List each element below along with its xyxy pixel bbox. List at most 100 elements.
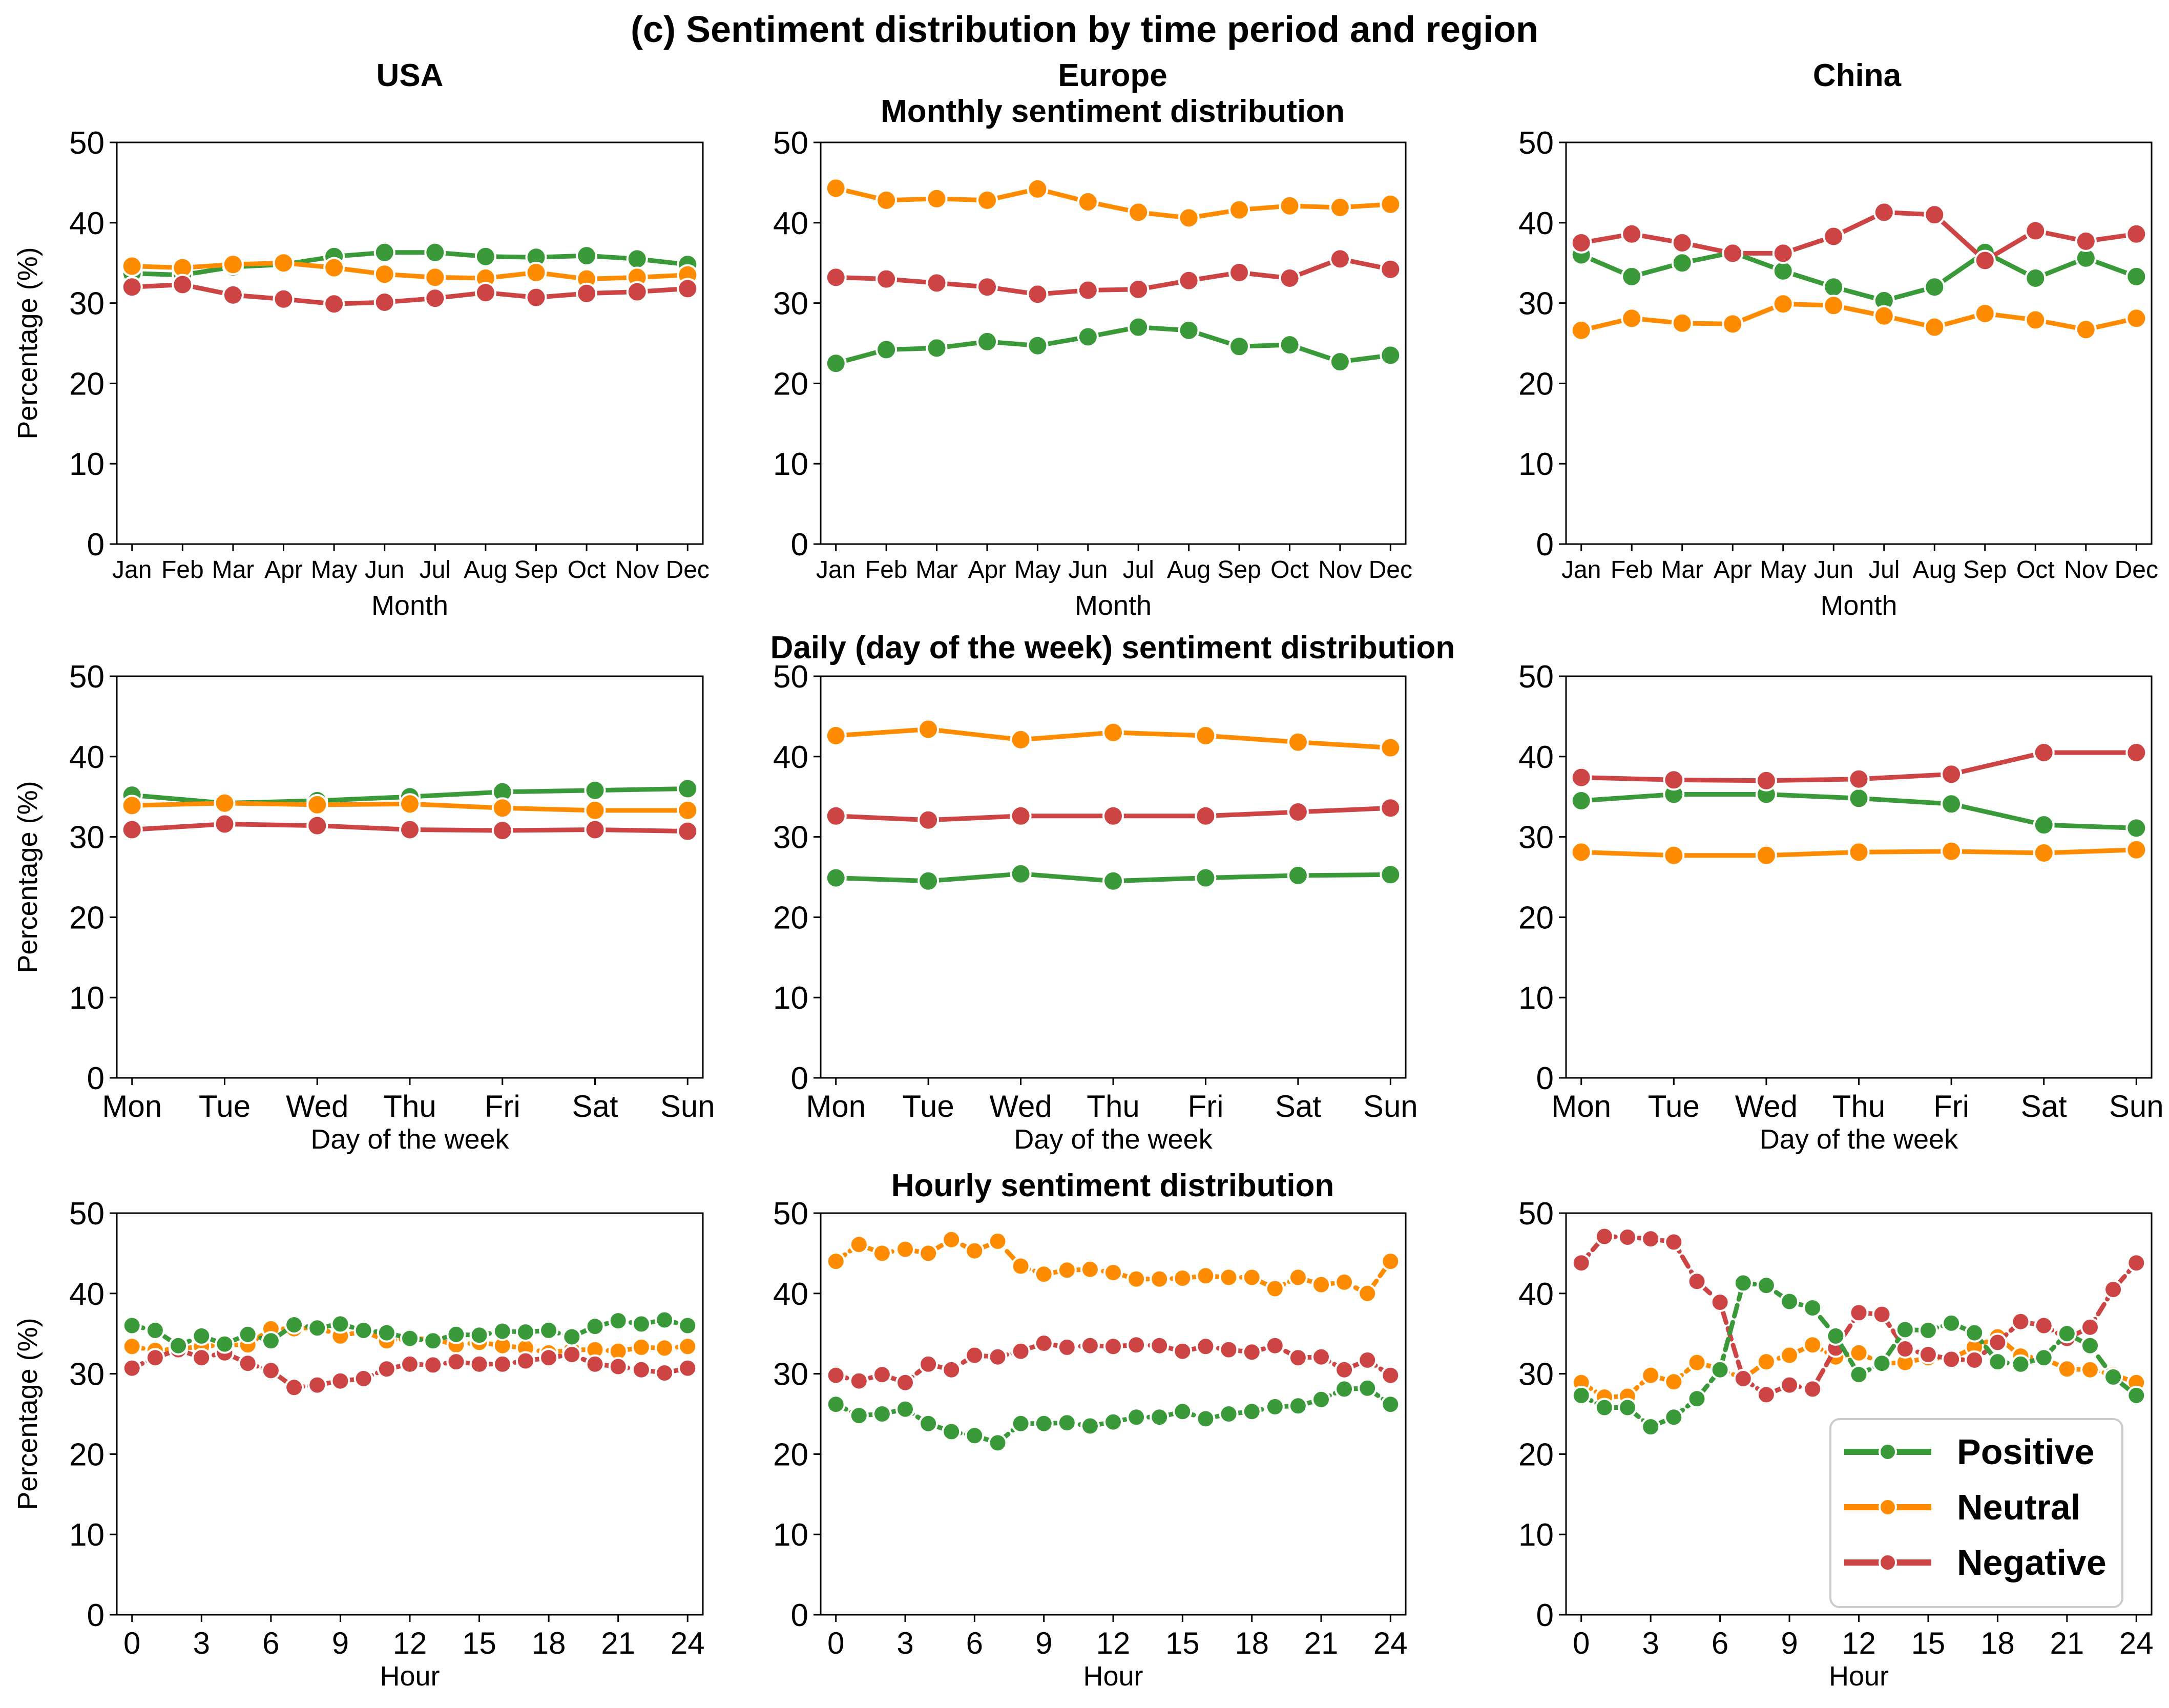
china-hourly-panel: 0 10 20 30 40 50 0 3 6 9 12 15 18 21 24 Hour [1518, 1196, 2154, 1692]
china-hourly-positive-point [1895, 1320, 1915, 1340]
europe-hourly-positive-point [1288, 1396, 1308, 1416]
china-monthly-negative-point [1974, 249, 1996, 272]
europe-hourly-negative-point [965, 1345, 985, 1365]
usa-monthly-neutral-point [273, 252, 295, 274]
europe-monthly-xtick-label-nov: Nov [1318, 556, 1362, 584]
china-daily-positive-point [1848, 787, 1870, 809]
china-monthly-negative-point [1924, 204, 1946, 226]
europe-hourly-xtick-label-0: 0 [827, 1626, 844, 1660]
usa-hourly-negative-point [585, 1354, 605, 1374]
europe-monthly-neutral-point [926, 188, 948, 210]
china-monthly-ytick-label-0: 0 [1536, 527, 1554, 563]
china-hourly-negative-point [1895, 1339, 1915, 1359]
china-hourly-neutral-point [1780, 1345, 1800, 1365]
china-hourly-xtick-label-3: 3 [1642, 1626, 1659, 1660]
china-monthly-xtick-label-jan: Jan [1561, 556, 1601, 584]
usa-hourly-xtick-label-12: 12 [393, 1626, 427, 1660]
usa-hourly-ytick-label-40: 40 [69, 1277, 105, 1312]
europe-monthly-xtick-label-jan: Jan [816, 556, 856, 584]
china-hourly-xtick-label-15: 15 [1911, 1626, 1946, 1660]
europe-hourly-neutral-point [1196, 1266, 1216, 1286]
usa-hourly-negative-point [562, 1345, 582, 1364]
usa-hourly-positive-point [655, 1310, 675, 1330]
usa-daily-panel: 0 10 20 30 40 50 Mon Tue Wed Thu Fri Sat Sun Day of t… [12, 659, 715, 1155]
china-monthly-series-neutral [1570, 293, 2147, 341]
china-hourly-negative-point [1641, 1229, 1661, 1249]
usa-monthly-xtick-label-mar: Mar [212, 556, 255, 584]
europe-hourly-positive-point [1196, 1409, 1216, 1429]
usa-daily-negative-point [491, 820, 513, 842]
usa-monthly-negative-point [172, 274, 194, 296]
usa-hourly-xtick-label-9: 9 [332, 1626, 349, 1660]
china-hourly-negative-point [1756, 1385, 1776, 1405]
china-monthly-neutral-point [1924, 316, 1946, 338]
europe-hourly-neutral-point [1242, 1267, 1262, 1287]
europe-daily-positive-point [917, 870, 940, 892]
usa-monthly-xtick-label-aug: Aug [464, 556, 507, 584]
europe-hourly-positive-point [965, 1426, 985, 1446]
europe-hourly-xtick-label-21: 21 [1304, 1626, 1339, 1660]
europe-monthly-negative-point [1027, 283, 1049, 305]
europe-monthly-neutral-point [1228, 199, 1250, 221]
china-monthly-positive-point [1772, 260, 1794, 282]
europe-hourly-negative-point [1265, 1336, 1285, 1356]
usa-monthly-ytick-label-40: 40 [69, 206, 105, 241]
china-hourly-negative-point [2103, 1280, 2123, 1299]
europe-monthly-negative-point [976, 276, 998, 298]
china-daily-neutral-point [1570, 841, 1592, 863]
usa-daily-ytick-label-40: 40 [69, 740, 105, 775]
europe-monthly-neutral-point [1178, 207, 1200, 229]
usa-hourly-negative-point [655, 1363, 675, 1383]
europe-hourly-negative-point [1311, 1347, 1331, 1367]
europe-monthly-ytick-label-30: 30 [773, 286, 808, 322]
row-title-daily: Daily (day of the week) sentiment distri… [770, 630, 1455, 665]
usa-hourly-series-negative [122, 1340, 698, 1398]
europe-monthly-xtick-label-may: May [1014, 556, 1061, 584]
china-daily-ytick-label-30: 30 [1518, 820, 1554, 856]
china-monthly-negative-line [1579, 210, 2139, 263]
europe-daily-negative-point [1287, 801, 1309, 823]
china-daily-neutral-point [1941, 840, 1963, 862]
usa-hourly-positive-point [631, 1314, 651, 1334]
europe-hourly-negative-point [988, 1347, 1008, 1367]
usa-daily-xtick-label-thu: Thu [383, 1089, 436, 1123]
europe-hourly-positive-point [1057, 1413, 1077, 1433]
usa-hourly-neutral-point [631, 1337, 651, 1357]
europe-hourly-panel: 0 10 20 30 40 50 0 3 6 9 12 15 18 21 24 Hour [773, 1196, 1408, 1692]
china-daily-xlabel: Day of the week [1760, 1124, 1958, 1155]
europe-hourly-positive-point [1080, 1416, 1100, 1436]
usa-hourly-xtick-label-24: 24 [671, 1626, 705, 1660]
europe-daily-ytick-label-10: 10 [773, 981, 808, 1016]
usa-daily-xtick-label-sun: Sun [660, 1089, 715, 1123]
europe-monthly-negative-point [1329, 248, 1351, 270]
usa-daily-negative-point [584, 819, 606, 841]
usa-hourly-negative-point [192, 1348, 212, 1368]
europe-hourly-negative-point [1103, 1337, 1123, 1357]
usa-monthly-negative-point [222, 284, 244, 306]
china-daily-panel: 0 10 20 30 40 50 Mon Tue Wed Thu Fri Sat Sun Day of t… [1518, 659, 2164, 1155]
usa-hourly-positive-point [469, 1325, 489, 1345]
usa-daily-ytick-label-30: 30 [69, 820, 105, 856]
europe-monthly-xtick-label-jun: Jun [1068, 556, 1108, 584]
china-hourly-positive-point [1872, 1353, 1892, 1373]
europe-hourly-positive-point [1103, 1412, 1123, 1432]
usa-monthly-ytick-label-30: 30 [69, 286, 105, 322]
china-monthly-neutral-point [1570, 319, 1592, 341]
china-monthly-neutral-point [1621, 307, 1643, 329]
china-daily-xtick-label-thu: Thu [1832, 1089, 1885, 1123]
europe-hourly-neutral-point [826, 1252, 846, 1272]
europe-monthly-negative-point [926, 272, 948, 294]
europe-monthly-negative-point [1380, 258, 1402, 280]
usa-hourly-ytick-label-30: 30 [69, 1357, 105, 1392]
usa-hourly-ytick-label-50: 50 [69, 1196, 105, 1232]
china-monthly-axes-frame [1565, 141, 2153, 545]
europe-daily-positive-point [1195, 867, 1217, 889]
usa-monthly-ytick-label-20: 20 [69, 366, 105, 402]
usa-hourly-negative-point [377, 1359, 397, 1379]
china-hourly-ytick-label-0: 0 [1536, 1598, 1554, 1633]
europe-monthly-xtick-label-dec: Dec [1369, 556, 1412, 584]
usa-hourly-negative-point [539, 1348, 559, 1368]
china-monthly-xtick-label-mar: Mar [1661, 556, 1703, 584]
china-hourly-negative-point [1942, 1349, 1962, 1369]
europe-monthly-negative-point [825, 266, 847, 288]
